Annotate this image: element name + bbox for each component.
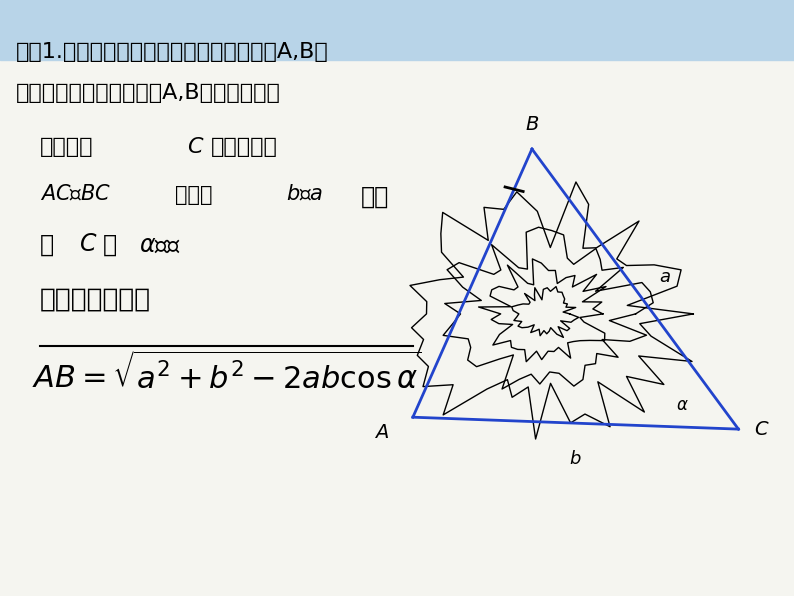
Text: $C$: $C$ [754,420,770,439]
Text: 练习1.如图在铁路建设中需要确定隧道两端A,B的: 练习1.如图在铁路建设中需要确定隧道两端A,B的 [16,42,329,62]
Text: $C$: $C$ [79,232,98,256]
Text: ，测量得出: ，测量得出 [210,137,277,157]
Text: $C$: $C$ [187,137,204,157]
Text: 取某一点: 取某一点 [40,137,93,157]
Text: $\alpha$: $\alpha$ [676,396,689,414]
Text: $b$: $b$ [569,450,582,468]
Text: 为: 为 [103,232,118,256]
Text: 由余弦定理得：: 由余弦定理得： [40,286,151,312]
Text: 角: 角 [40,232,54,256]
Text: $A$: $A$ [374,423,389,442]
Text: $AB=\sqrt{a^2+b^2-2ab\cos\alpha}$: $AB=\sqrt{a^2+b^2-2ab\cos\alpha}$ [32,352,422,394]
Bar [0,0,794,60]
Text: 距离为: 距离为 [175,185,212,205]
Text: $a$: $a$ [659,268,671,286]
Text: $AC$，$BC$: $AC$，$BC$ [40,185,111,205]
Text: $b$，$a$: $b$，$a$ [286,185,323,205]
Text: 以及: 以及 [361,185,390,209]
Text: $\alpha$，则: $\alpha$，则 [139,232,181,256]
Text: 距离，请你设计一种测量A,B距离的方法？: 距离，请你设计一种测量A,B距离的方法？ [16,83,281,104]
Text: $B$: $B$ [525,115,539,134]
